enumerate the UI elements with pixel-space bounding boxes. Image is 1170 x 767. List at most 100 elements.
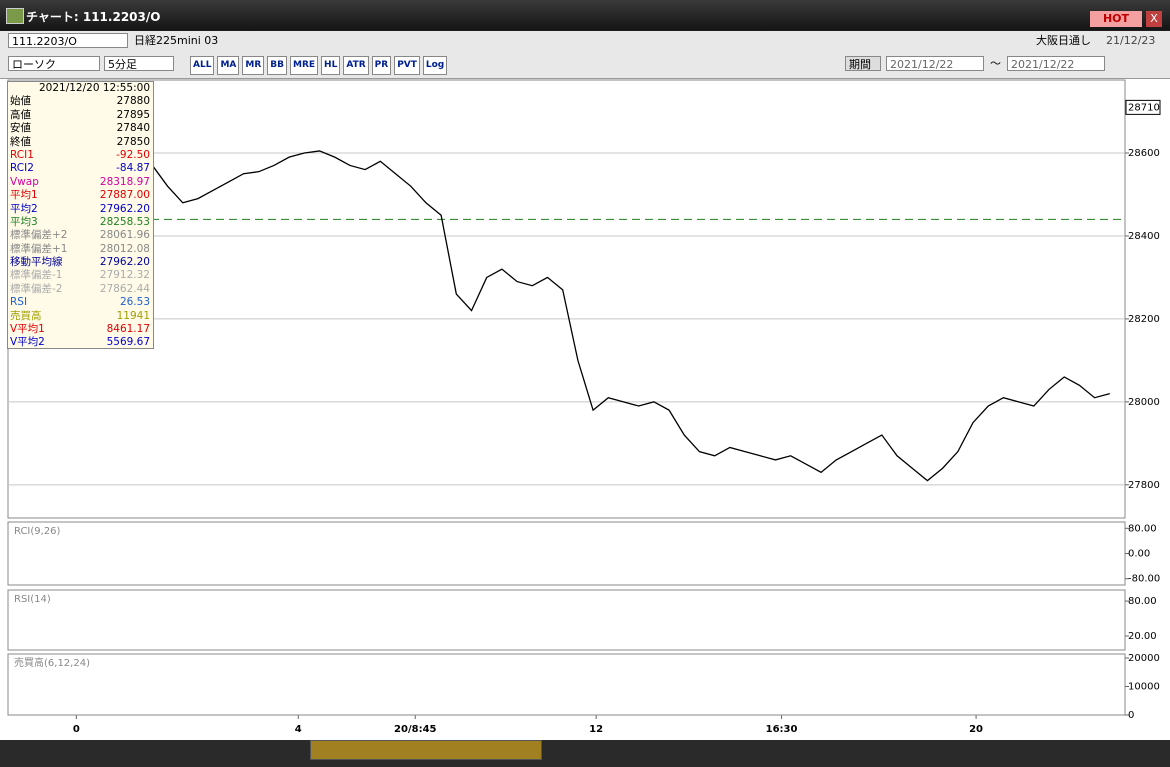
- info-row: 売買高 11941: [8, 310, 153, 323]
- app-icon: [6, 8, 24, 24]
- info-row: 平均2 27962.20: [8, 203, 153, 216]
- tool-icon[interactable]: PVT: [394, 56, 420, 75]
- info-value: 26.53: [119, 296, 150, 309]
- scroll-thumb[interactable]: [310, 740, 542, 760]
- y-tick-label: 20.00: [1128, 631, 1157, 642]
- info-label: 平均2: [10, 202, 38, 215]
- title-bar: チャート: 111.2203/O HOT X: [0, 0, 1170, 30]
- close-button[interactable]: X: [1146, 11, 1162, 27]
- tool-icon[interactable]: HL: [321, 56, 341, 75]
- info-row: 移動平均線 27962.20: [8, 256, 153, 269]
- y-tick-label: 0.00: [1128, 549, 1150, 560]
- info-label: RSI: [10, 296, 28, 309]
- window-title: チャート: 111.2203/O: [26, 10, 161, 24]
- tool-icon[interactable]: MA: [217, 56, 240, 75]
- panel-frame: [7, 653, 1126, 716]
- info-row: RCI1 -92.50: [8, 149, 153, 162]
- toolbar-top: 111.2203/O 日経225mini 03 大阪日通し 21/12/23: [0, 31, 1170, 51]
- tool-icon[interactable]: BB: [267, 56, 287, 75]
- tool-icon[interactable]: PR: [371, 56, 392, 75]
- info-row: V平均2 5569.67: [8, 336, 153, 349]
- tool-icon[interactable]: ATR: [343, 56, 369, 75]
- last-price-box: [1125, 99, 1161, 115]
- date-from[interactable]: 2021/12/22: [886, 56, 984, 71]
- y-tick-label: 20000: [1128, 653, 1160, 664]
- tool-icon[interactable]: MR: [242, 56, 265, 75]
- info-row: 高値 27895: [8, 109, 153, 122]
- symbol-input[interactable]: 111.2203/O: [8, 33, 128, 48]
- info-label: 始値: [10, 95, 31, 108]
- info-panel: 2021/12/20 12:55:00 始値 27880 高値 27895 安値 2784…: [7, 81, 154, 349]
- x-tick-label: 4: [295, 724, 302, 735]
- instrument-name: 日経225mini 03: [134, 34, 219, 47]
- plot-background: [0, 79, 1170, 740]
- info-value: 27962.20: [99, 202, 150, 215]
- x-tick-label: 20: [969, 724, 983, 735]
- x-tick-label: 16:30: [766, 724, 798, 735]
- info-label: RCI2: [10, 162, 34, 175]
- y-tick-label: 28600: [1128, 148, 1160, 159]
- toolbar-bottom: ローソク 5分足 ALL MA MR BB MRE HL ATR PR PVT Log 期間 20…: [0, 51, 1170, 79]
- info-value: 27895: [116, 108, 150, 121]
- info-row: 安値 27840: [8, 122, 153, 135]
- x-tick-label: 12: [589, 724, 603, 735]
- interval-select[interactable]: 5分足: [104, 56, 174, 71]
- info-value: 27962.20: [99, 256, 150, 269]
- y-tick-label: 10000: [1128, 681, 1160, 692]
- period-button[interactable]: 期間: [845, 56, 881, 71]
- info-label: 標準偏差-1: [10, 269, 63, 282]
- info-value: 28318.97: [99, 175, 150, 188]
- info-label: 終値: [10, 135, 31, 148]
- info-value: 28012.08: [99, 242, 150, 255]
- panel-label: 売買高(6,12,24): [14, 656, 90, 669]
- chart: 27800 28000 28200 28400 28600 28710 0 4 20/8:45 1…: [0, 79, 1170, 740]
- chart-kind-select[interactable]: ローソク: [8, 56, 100, 71]
- info-value: 27912.32: [99, 269, 150, 282]
- info-label: 標準偏差-2: [10, 282, 63, 295]
- info-row: RSI 26.53: [8, 296, 153, 309]
- y-tick-label: 0: [1128, 710, 1134, 721]
- info-label: 高値: [10, 108, 31, 121]
- scrollbar[interactable]: [0, 740, 1170, 767]
- info-label: Vwap: [10, 175, 39, 188]
- info-label: RCI1: [10, 148, 34, 161]
- session-name: 大阪日通し: [1036, 34, 1091, 47]
- price-line: [151, 150, 1110, 482]
- hot-button[interactable]: HOT: [1090, 11, 1142, 27]
- tool-icon[interactable]: Log: [422, 56, 448, 75]
- info-label: V平均1: [10, 323, 45, 336]
- tool-icons: ALL MA MR BB MRE HL ATR PR PVT Log: [190, 56, 450, 75]
- info-row: 標準偏差-2 27862.44: [8, 283, 153, 296]
- info-row: 終値 27850: [8, 136, 153, 149]
- info-row: 始値 27880: [8, 95, 153, 108]
- panel-label: RCI(9,26): [14, 526, 61, 537]
- info-value: 27840: [116, 122, 150, 135]
- session-date: 21/12/23: [1106, 34, 1156, 47]
- info-label: 平均3: [10, 215, 38, 228]
- info-row: 標準偏差+2 28061.96: [8, 229, 153, 242]
- info-time: 2021/12/20 12:55:00: [38, 82, 150, 94]
- info-row: 標準偏差-1 27912.32: [8, 269, 153, 282]
- y-tick-label: 28200: [1128, 314, 1160, 325]
- info-value: 27880: [116, 95, 150, 108]
- info-value: 27862.44: [99, 282, 150, 295]
- info-label: 安値: [10, 122, 31, 135]
- y-tick-label: 27800: [1128, 480, 1160, 491]
- info-value: 27887.00: [99, 189, 150, 202]
- tool-icon[interactable]: ALL: [190, 56, 215, 75]
- info-value: -92.50: [116, 148, 150, 161]
- y-tick-label: 28400: [1128, 231, 1160, 242]
- y-tick-label: 80.00: [1128, 596, 1157, 607]
- info-row: 平均1 27887.00: [8, 189, 153, 202]
- y-tick-label: 80.00: [1128, 523, 1157, 534]
- tool-icon[interactable]: MRE: [289, 56, 319, 75]
- info-value: 11941: [116, 309, 150, 322]
- date-to[interactable]: 2021/12/22: [1007, 56, 1105, 71]
- info-label: 標準偏差+1: [10, 242, 68, 255]
- info-value: 5569.67: [106, 336, 150, 349]
- x-tick-label: 20/8:45: [394, 724, 436, 735]
- info-row: V平均1 8461.17: [8, 323, 153, 336]
- info-value: -84.87: [116, 162, 150, 175]
- x-tick-label: 0: [73, 724, 80, 735]
